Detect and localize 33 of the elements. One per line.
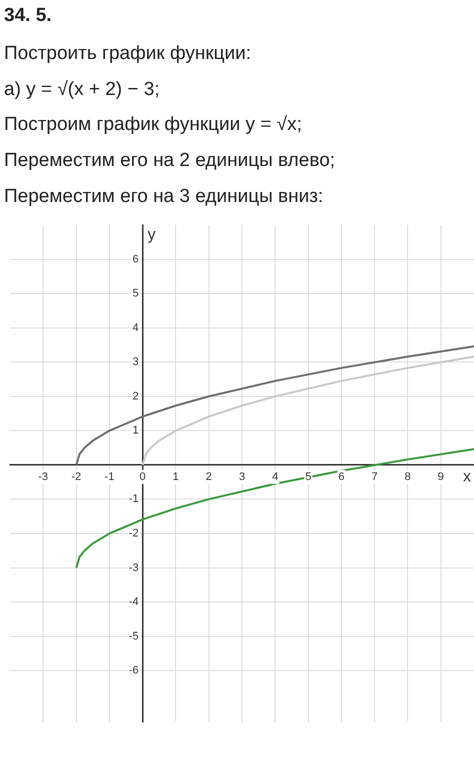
x-tick-label: -1 <box>104 470 114 482</box>
y-tick-label: 5 <box>132 287 139 300</box>
text: Построим график функции y = √x; <box>4 113 303 137</box>
x-tick-label: -3 <box>38 470 48 482</box>
chart-title: 34. 5. <box>4 4 53 28</box>
y-axis-title: y <box>148 226 156 243</box>
x-tick-label: 9 <box>438 470 444 482</box>
x-tick-label: 4 <box>272 470 278 482</box>
y-tick-label: 6 <box>132 252 139 265</box>
x-tick-label: 8 <box>404 470 411 482</box>
x-tick-label: 6 <box>338 470 344 482</box>
x-tick-label: 0 <box>140 470 146 482</box>
y-tick-label: 4 <box>132 321 139 334</box>
x-tick-label: 7 <box>372 470 378 482</box>
text: Переместим его на 3 единицы вниз: <box>4 184 324 208</box>
x-tick-label: 5 <box>305 470 312 482</box>
y-tick-label: -6 <box>128 664 139 676</box>
x-tick-label: 3 <box>238 470 246 482</box>
text: Переместим его на 2 единицы влево; <box>4 149 336 173</box>
y-tick-label: -2 <box>128 527 139 540</box>
y-tick-label: -3 <box>128 561 139 574</box>
text: Построить график функции: <box>4 42 252 66</box>
y-tick-label: 2 <box>132 390 139 402</box>
x-tick-label: 1 <box>172 470 179 482</box>
y-tick-label: -5 <box>128 630 139 642</box>
y-tick-label: -4 <box>128 596 139 608</box>
y-tick-label: 1 <box>132 424 139 436</box>
y-tick-label: 3 <box>132 356 139 368</box>
y-tick-label: -1 <box>128 492 139 505</box>
x-tick-label: 2 <box>206 470 212 482</box>
x-axis-title: x <box>463 468 471 485</box>
x-tick-label: -2 <box>71 470 82 482</box>
text: а) y = √(x + 2) − 3; <box>4 78 161 102</box>
